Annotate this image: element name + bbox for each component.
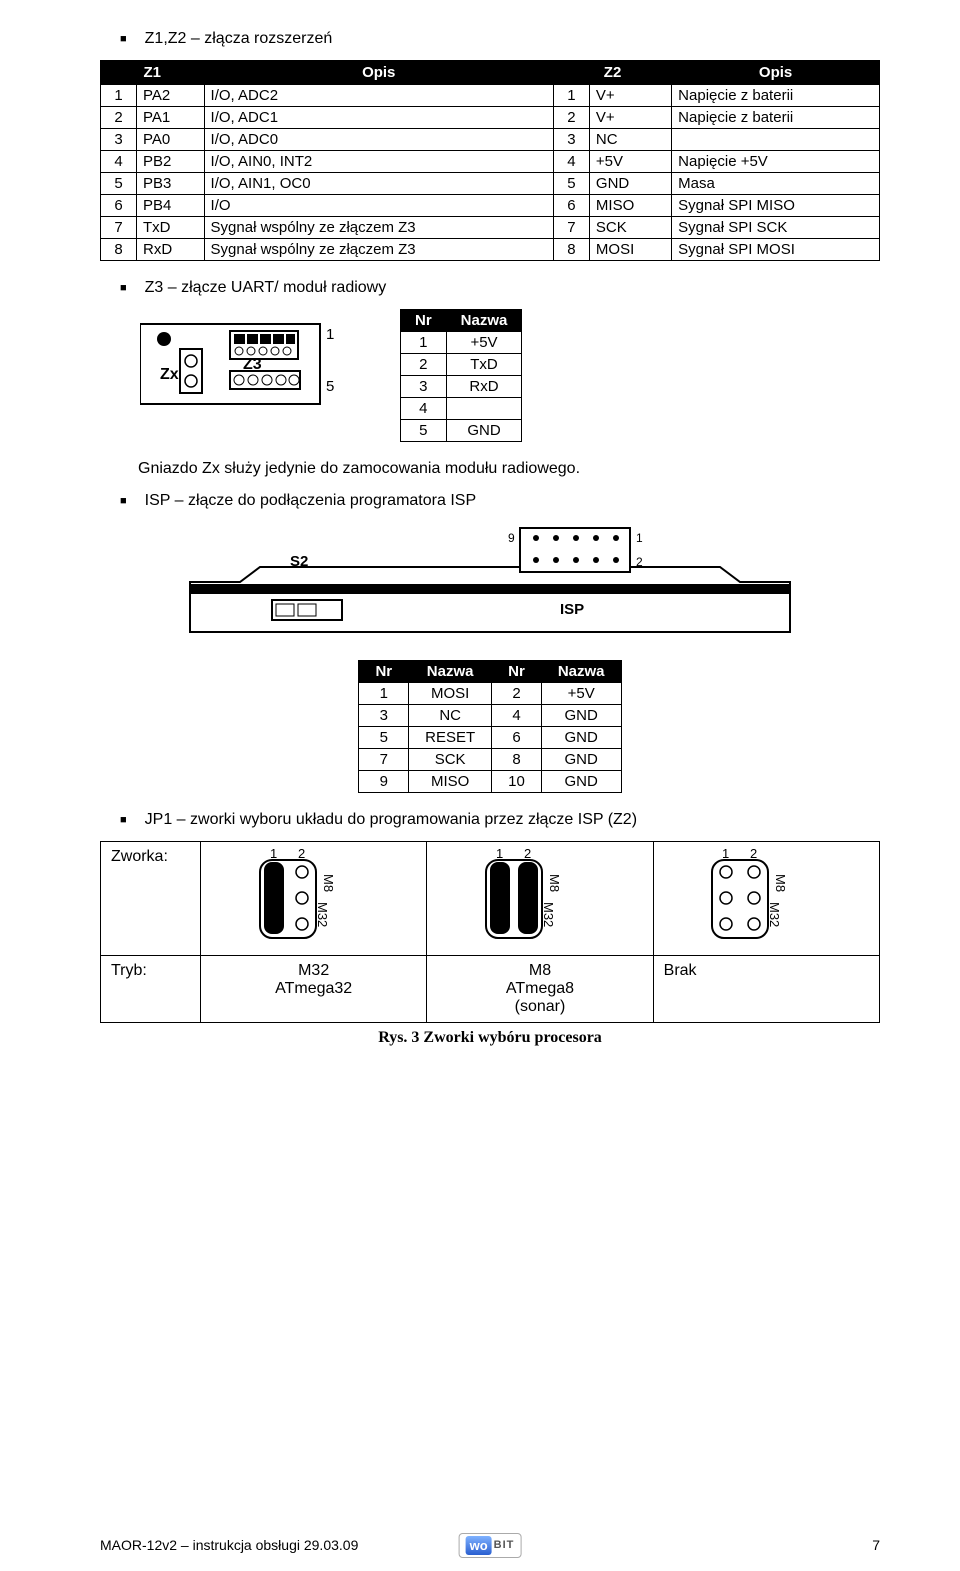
svg-text:M32: M32 bbox=[767, 902, 782, 927]
svg-text:M8: M8 bbox=[773, 874, 788, 892]
z1z2-title-text: Z1,Z2 – złącza rozszerzeń bbox=[145, 30, 333, 48]
s2-label: S2 bbox=[290, 553, 308, 570]
isp-label: ISP bbox=[560, 601, 584, 618]
svg-text:1: 1 bbox=[722, 846, 729, 861]
zworka-label: Zworka: bbox=[101, 842, 201, 956]
z3-pin-table: NrNazwa 1+5V2TxD3RxD45GND bbox=[400, 309, 522, 442]
jumper-none-diagram: 1 2 M8 M32 bbox=[653, 842, 879, 956]
mode-m32: M32ATmega32 bbox=[201, 956, 427, 1023]
page-footer: MAOR-12v2 – instrukcja obsługi 29.03.09 … bbox=[100, 1537, 880, 1553]
tryb-label: Tryb: bbox=[101, 956, 201, 1023]
svg-text:1: 1 bbox=[496, 846, 503, 861]
z1z2-table: Z1OpisZ2Opis 1PA2I/O, ADC21V+Napięcie z … bbox=[100, 60, 880, 261]
isp-pcb-diagram: S2 9 1 2 ISP bbox=[180, 522, 800, 642]
zx-label: Zx bbox=[160, 366, 179, 383]
jumper-table: Zworka: 1 2 M8 M32 1 2 M8 M32 1 2 M8 M32… bbox=[100, 841, 880, 1023]
zx-note: Gniazdo Zx służy jedynie do zamocowania … bbox=[138, 460, 880, 478]
isp-pin9: 9 bbox=[508, 531, 515, 545]
figure-caption: Rys. 3 Zworki wybóru procesora bbox=[100, 1029, 880, 1047]
z3-title-text: Z3 – złącze UART/ moduł radiowy bbox=[145, 279, 387, 297]
pin1-label: 1 bbox=[326, 326, 334, 343]
section-isp-title: ISP – złącze do podłączenia programatora… bbox=[120, 492, 880, 510]
isp-dot1: 1 bbox=[636, 531, 643, 545]
mode-none: Brak bbox=[653, 956, 879, 1023]
isp-pin-table: NrNazwaNrNazwa 1MOSI2+5V3NC4GND5RESET6GN… bbox=[358, 660, 621, 793]
section-jp1-title: JP1 – zworki wyboru układu do programowa… bbox=[120, 811, 880, 829]
mode-m8: M8ATmega8 (sonar) bbox=[427, 956, 653, 1023]
svg-text:M8: M8 bbox=[547, 874, 562, 892]
svg-text:2: 2 bbox=[524, 846, 531, 861]
z3-diagram: Zx Z3 1 5 bbox=[140, 309, 360, 419]
svg-text:2: 2 bbox=[750, 846, 757, 861]
jp1-title-text: JP1 – zworki wyboru układu do programowa… bbox=[145, 811, 637, 829]
section-z1z2-title: Z1,Z2 – złącza rozszerzeń bbox=[120, 30, 880, 48]
jumper-m8-diagram: 1 2 M8 M32 bbox=[427, 842, 653, 956]
svg-text:2: 2 bbox=[298, 846, 305, 861]
isp-dot2: 2 bbox=[636, 555, 643, 569]
jumper-m32-diagram: 1 2 M8 M32 bbox=[201, 842, 427, 956]
section-z3-title: Z3 – złącze UART/ moduł radiowy bbox=[120, 279, 880, 297]
isp-title-text: ISP – złącze do podłączenia programatora… bbox=[145, 492, 476, 510]
page-number: 7 bbox=[872, 1537, 880, 1553]
svg-text:M8: M8 bbox=[321, 874, 336, 892]
z3-label: Z3 bbox=[243, 356, 262, 373]
footer-left: MAOR-12v2 – instrukcja obsługi 29.03.09 bbox=[100, 1537, 358, 1553]
svg-text:M32: M32 bbox=[315, 902, 330, 927]
svg-text:1: 1 bbox=[270, 846, 277, 861]
svg-text:M32: M32 bbox=[541, 902, 556, 927]
pin5-label: 5 bbox=[326, 378, 334, 395]
wobit-logo: woBIT bbox=[459, 1533, 522, 1558]
